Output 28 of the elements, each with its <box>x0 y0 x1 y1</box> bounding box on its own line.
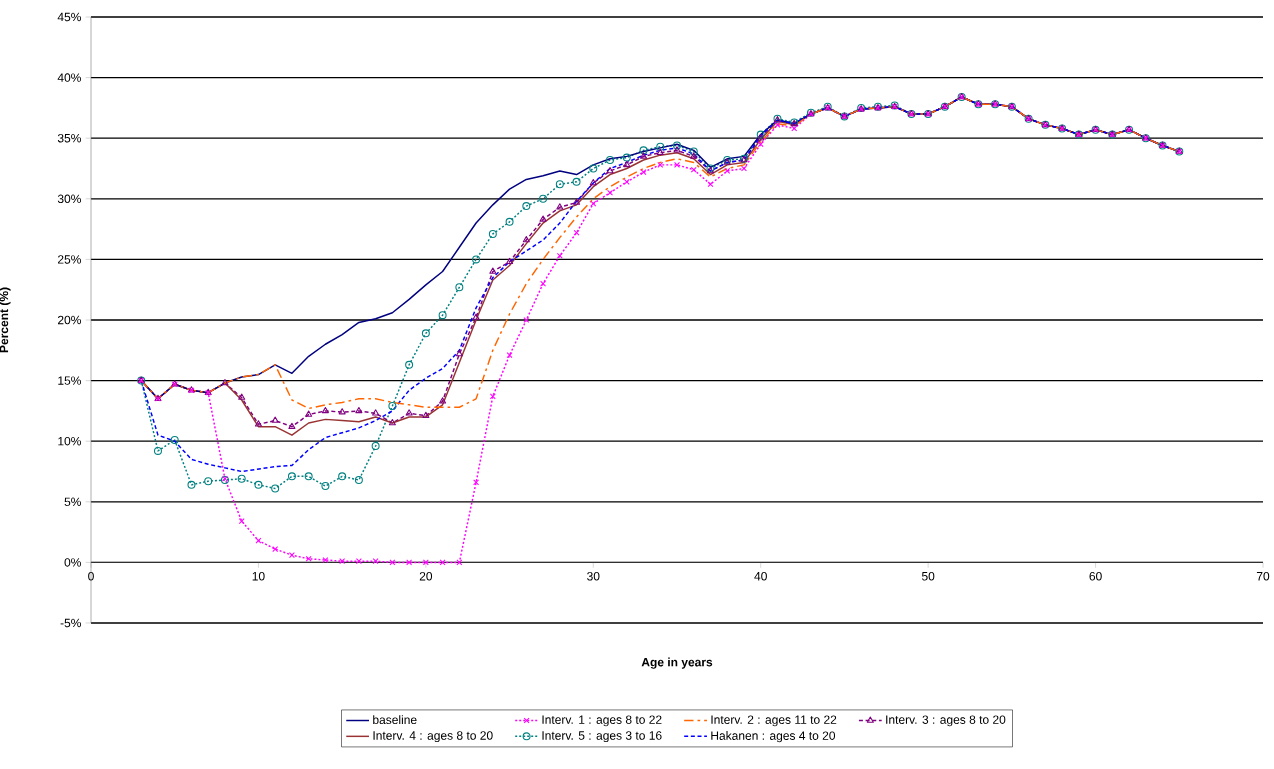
x-tick-label: 20 <box>419 571 433 581</box>
x-tick-label: 10 <box>252 571 265 581</box>
y-tick-label: 10% <box>58 436 81 446</box>
legend-label: Interv. 3 : ages 8 to 20 <box>886 715 1006 727</box>
x-tick-label: 50 <box>921 571 935 581</box>
legend-label: Interv. 4 : ages 8 to 20 <box>373 731 493 743</box>
y-tick-label: 20% <box>57 315 81 325</box>
y-tick-label: 15% <box>58 376 81 385</box>
y-tick-label: 40% <box>57 73 81 82</box>
y-axis-title: Percent (%) <box>0 287 11 353</box>
x-tick-label: 40 <box>754 571 767 581</box>
y-tick-label: 25% <box>57 255 81 264</box>
y-tick-label: 30% <box>57 194 81 204</box>
x-axis-title: Age in years <box>641 657 713 669</box>
y-tick-label: 45% <box>57 12 81 22</box>
y-tick-label: 5% <box>64 497 81 507</box>
x-tick-label: 60 <box>1089 571 1102 581</box>
x-tick-label: 0 <box>88 571 94 581</box>
legend-label: Interv. 5 : ages 3 to 16 <box>542 731 662 743</box>
x-tick-label: 30 <box>587 571 600 581</box>
legend-label: Interv. 2 : ages 11 to 22 <box>711 715 837 727</box>
legend-label: baseline <box>373 715 417 725</box>
y-tick-label: -5% <box>60 618 81 628</box>
legend-label: Interv. 1 : ages 8 to 22 <box>542 715 662 727</box>
legend-label: Hakanen : ages 4 to 20 <box>711 731 836 743</box>
y-tick-label: 35% <box>57 133 81 143</box>
y-tick-label: 0% <box>64 558 81 567</box>
x-tick-label: 70 <box>1256 571 1270 581</box>
